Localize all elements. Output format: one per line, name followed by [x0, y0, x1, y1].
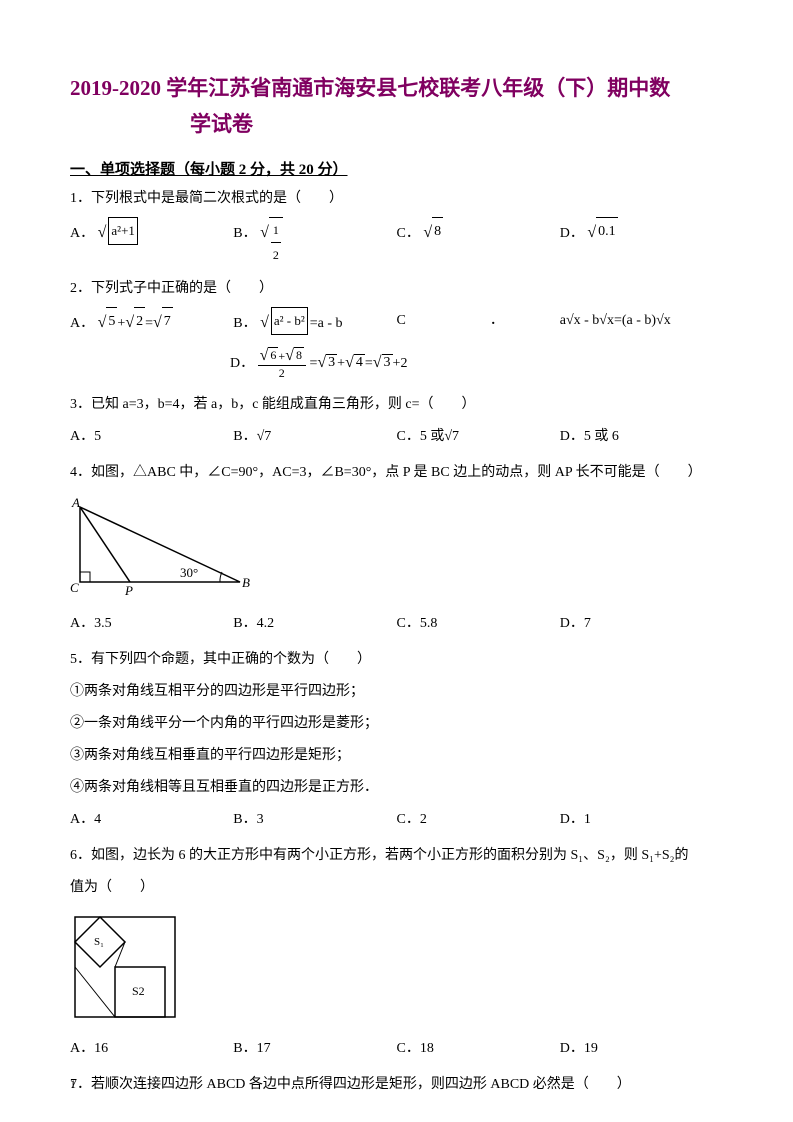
question-4-options: A．3.5 B．4.2 C．5.8 D．7: [70, 610, 723, 638]
q5-s2: ②一条对角线平分一个内角的平行四边形是菱形；: [70, 710, 723, 738]
q6-opt-c: C．18: [397, 1035, 560, 1063]
question-7: 7．若顺次连接四边形 ABCD 各边中点所得四边形是矩形，则四边形 ABCD 必…: [70, 1071, 723, 1099]
q3-opt-c: C．5 或√7: [397, 423, 560, 451]
question-6: 6．如图，边长为 6 的大正方形中有两个小正方形，若两个小正方形的面积分别为 S…: [70, 842, 723, 870]
q2-opt-c-right: a√x - b√x=(a - b)√x: [560, 307, 723, 339]
q1-opt-c: C． √8: [397, 217, 560, 267]
svg-text:S2: S2: [132, 984, 145, 998]
q5-opt-c: C．2: [397, 806, 560, 834]
svg-text:S₁: S₁: [94, 936, 104, 948]
svg-text:30°: 30°: [180, 565, 198, 580]
q4-opt-c: C．5.8: [397, 610, 560, 638]
exam-title-line2: 学试卷: [70, 108, 723, 138]
question-1: 1．下列根式中是最简二次根式的是（ ）: [70, 185, 723, 213]
section-header: 一、单项选择题（每小题 2 分，共 20 分）: [70, 158, 723, 179]
q6-opt-d: D．19: [560, 1035, 723, 1063]
question-6-options: A．16 B．17 C．18 D．19: [70, 1035, 723, 1063]
q5-opt-d: D．1: [560, 806, 723, 834]
question-6-cont: 值为（ ）: [70, 874, 723, 902]
q3-opt-a: A．5: [70, 423, 233, 451]
question-5: 5．有下列四个命题，其中正确的个数为（ ）: [70, 646, 723, 674]
q5-s1: ①两条对角线互相平分的四边形是平行四边形；: [70, 678, 723, 706]
question-2: 2．下列式子中正确的是（ ）: [70, 275, 723, 303]
q2-opt-d: D． √6+√8 2 =√3+√4=√3+2: [70, 347, 723, 381]
page-number: 1: [70, 1077, 76, 1092]
q2-opt-c: C ．: [397, 307, 560, 339]
q3-opt-d: D．5 或 6: [560, 423, 723, 451]
q4-opt-b: B．4.2: [233, 610, 396, 638]
question-4: 4．如图，△ABC 中，∠C=90°，AC=3，∠B=30°，点 P 是 BC …: [70, 459, 723, 487]
q5-opt-a: A．4: [70, 806, 233, 834]
question-3-options: A．5 B．√7 C．5 或√7 D．5 或 6: [70, 423, 723, 451]
q5-opt-b: B．3: [233, 806, 396, 834]
svg-text:B: B: [242, 575, 250, 590]
square-figure: S₁ S2: [70, 912, 723, 1027]
q2-opt-b: B． √a² - b²=a - b: [233, 307, 396, 339]
question-5-options: A．4 B．3 C．2 D．1: [70, 806, 723, 834]
q6-opt-a: A．16: [70, 1035, 233, 1063]
triangle-figure: A B C P 30°: [70, 497, 723, 602]
q6-opt-b: B．17: [233, 1035, 396, 1063]
svg-text:P: P: [124, 583, 133, 597]
q3-opt-b: B．√7: [233, 423, 396, 451]
question-1-options: A． √a²+1 B． √ 12 C． √8 D． √0.1: [70, 217, 723, 267]
q5-s3: ③两条对角线互相垂直的平行四边形是矩形；: [70, 742, 723, 770]
svg-text:C: C: [70, 580, 79, 595]
question-2-options-row1: A． √5+√2=√7 B． √a² - b²=a - b C ． a√x - …: [70, 307, 723, 339]
q1-opt-d: D． √0.1: [560, 217, 723, 267]
q4-opt-d: D．7: [560, 610, 723, 638]
q5-s4: ④两条对角线相等且互相垂直的四边形是正方形．: [70, 774, 723, 802]
q4-opt-a: A．3.5: [70, 610, 233, 638]
q2-opt-a: A． √5+√2=√7: [70, 307, 233, 339]
exam-title-line1: 2019-2020 学年江苏省南通市海安县七校联考八年级（下）期中数: [70, 70, 723, 108]
q1-opt-a: A． √a²+1: [70, 217, 233, 267]
svg-text:A: A: [71, 497, 80, 510]
q1-opt-b: B． √ 12: [233, 217, 396, 267]
question-3: 3．已知 a=3，b=4，若 a，b，c 能组成直角三角形，则 c=（ ）: [70, 391, 723, 419]
